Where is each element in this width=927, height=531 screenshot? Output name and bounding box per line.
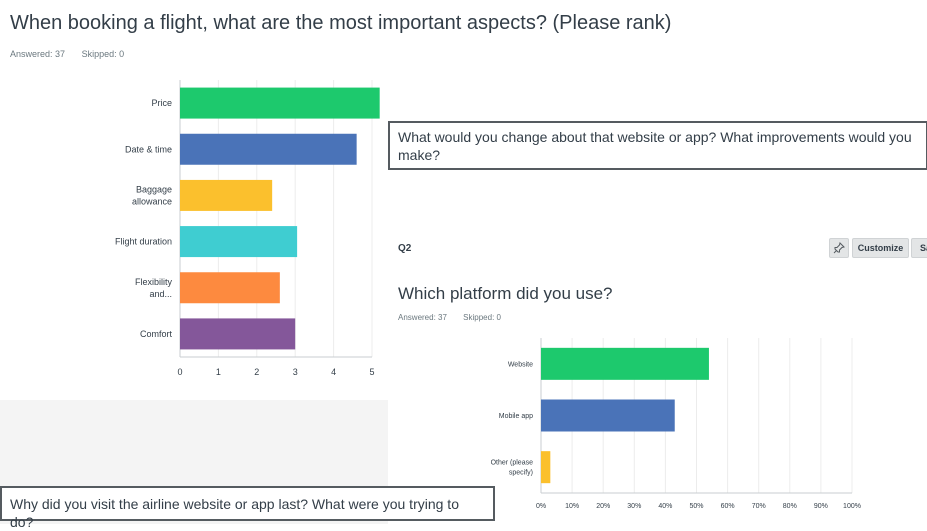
x-tick-label: 10% xyxy=(565,503,579,510)
x-tick-label: 20% xyxy=(596,503,610,510)
x-tick-label: 5 xyxy=(369,367,374,377)
bar xyxy=(180,133,357,165)
q2-meta: Answered: 37 Skipped: 0 xyxy=(398,313,515,322)
x-tick-label: 0 xyxy=(177,367,182,377)
x-tick-label: 4 xyxy=(331,367,336,377)
customize-button[interactable]: Customize xyxy=(852,238,909,258)
bar xyxy=(180,87,380,119)
x-tick-label: 100% xyxy=(843,503,861,510)
category-label: Baggage allowance xyxy=(132,185,172,207)
bar xyxy=(180,179,273,211)
x-tick-label: 3 xyxy=(293,367,298,377)
callout-improvements: What would you change about that website… xyxy=(388,121,927,170)
x-tick-label: 60% xyxy=(721,503,735,510)
bar xyxy=(541,451,551,484)
pin-icon xyxy=(833,242,845,254)
q2-skipped: Skipped: 0 xyxy=(463,313,501,322)
q2-answered: Answered: 37 xyxy=(398,313,447,322)
x-tick-label: 80% xyxy=(783,503,797,510)
category-label: Flight duration xyxy=(115,237,172,247)
q1-skipped: Skipped: 0 xyxy=(81,49,125,59)
bar xyxy=(180,318,296,350)
x-tick-label: 1 xyxy=(216,367,221,377)
category-label: Flexibility and... xyxy=(135,277,173,299)
x-tick-label: 40% xyxy=(658,503,672,510)
pin-button[interactable] xyxy=(829,238,849,258)
bar xyxy=(541,399,675,432)
save-button[interactable]: Sa xyxy=(911,238,927,258)
q2-label: Q2 xyxy=(398,243,412,254)
x-tick-label: 90% xyxy=(814,503,828,510)
x-tick-label: 30% xyxy=(627,503,641,510)
category-label: Website xyxy=(508,361,533,368)
x-tick-label: 50% xyxy=(689,503,703,510)
x-tick-label: 70% xyxy=(752,503,766,510)
category-label: Other (please specify) xyxy=(491,460,534,477)
category-label: Mobile app xyxy=(499,413,533,420)
q1-meta: Answered: 37 Skipped: 0 xyxy=(10,49,138,59)
category-label: Date & time xyxy=(125,144,172,154)
callout-visit-reason: Why did you visit the airline website or… xyxy=(0,486,495,530)
x-tick-label: 2 xyxy=(254,367,259,377)
q2-title: Which platform did you use? xyxy=(398,284,613,303)
q1-title: When booking a flight, what are the most… xyxy=(10,12,672,34)
category-label: Comfort xyxy=(140,329,173,339)
x-tick-label: 0% xyxy=(536,503,546,510)
bar xyxy=(180,226,298,258)
q1-answered: Answered: 37 xyxy=(10,49,66,59)
category-label: Price xyxy=(151,98,172,108)
bar xyxy=(180,272,280,304)
bar xyxy=(541,347,709,380)
